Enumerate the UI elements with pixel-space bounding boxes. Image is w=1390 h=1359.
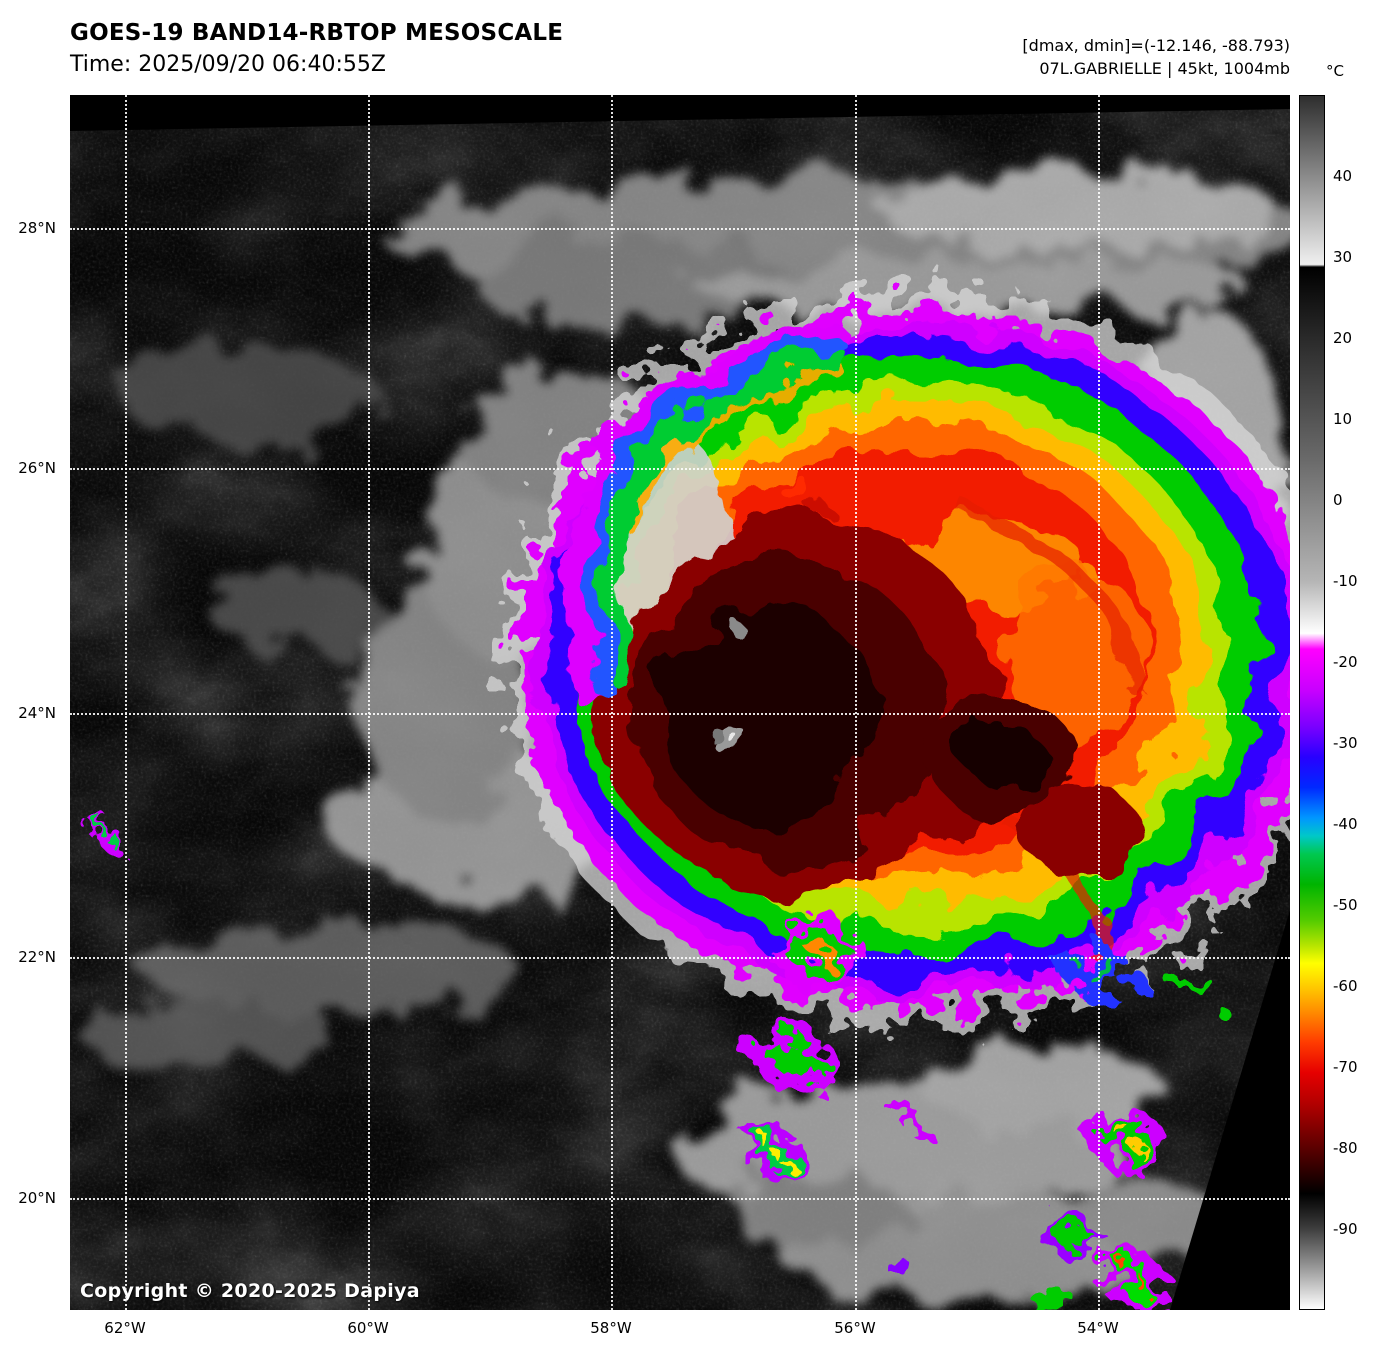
map-area: Copyright © 2020-2025 Dapiya [70,95,1290,1310]
colorbar-tick-label: 40 [1333,167,1353,186]
hurricane-shield [536,324,1290,994]
colorbar-tick-label: -10 [1333,572,1358,590]
longitude-gridline [368,95,371,1310]
colorbar-tick-label: -80 [1333,1139,1358,1158]
longitude-label: 62°W [104,1319,146,1337]
lat-axis: 28°N 26°N 24°N 22°N 20°N [0,95,62,1310]
temperature-colorbar [1299,95,1325,1310]
latitude-gridline [70,1197,1290,1200]
colorbar-tick-label: -90 [1333,1219,1358,1238]
longitude-label: 54°W [1077,1319,1119,1337]
latitude-label: 28°N [18,219,56,238]
latitude-label: 22°N [18,948,56,967]
timestamp: Time: 2025/09/20 06:40:55Z [70,52,386,77]
latitude-gridline [70,228,1290,231]
colorbar-tick-labels: 40 30 20 10 0 -10 -20 -30 -40 -50 -60 -70 -80 -90 [1333,95,1388,1310]
scan-edge-right [1170,910,1290,1310]
copyright-watermark: Copyright © 2020-2025 Dapiya [80,1280,420,1302]
latitude-label: 24°N [18,703,56,722]
longitude-label: 56°W [834,1319,876,1337]
satellite-image [70,95,1290,1310]
colorbar-tick-label: -40 [1333,815,1358,833]
longitude-gridline [1097,95,1100,1310]
storm-stats: [dmax, dmin]=(-12.146, -88.793) 07L.GABR… [1022,34,1290,80]
longitude-gridline [125,95,128,1310]
colorbar-tick-label: -60 [1333,976,1358,995]
colorbar-unit-label: °C [1326,62,1344,80]
colorbar-tick-label: 20 [1333,329,1353,347]
scan-edge-top [70,95,1290,131]
product-title: GOES-19 BAND14-RBTOP MESOSCALE [70,20,564,46]
latitude-label: 26°N [18,459,56,477]
colorbar-tick-label: -70 [1333,1058,1358,1076]
latitude-gridline [70,468,1290,470]
low-cloud-field [80,170,1290,1305]
latitude-gridline [70,712,1290,715]
longitude-gridline [854,95,857,1310]
longitude-label: 60°W [347,1319,389,1337]
latitude-label: 20°N [18,1188,56,1207]
colorbar-tick-label: 10 [1333,410,1353,429]
colorbar-tick-label: -30 [1333,733,1358,752]
lon-axis: 62°W 60°W 58°W 56°W 54°W [70,1319,1290,1341]
longitude-gridline [610,95,613,1310]
storm-identifier: 07L.GABRIELLE | 45kt, 1004mb [1039,59,1290,79]
colorbar-tick-label: 30 [1333,247,1353,266]
colorbar-tick-label: -50 [1333,896,1358,915]
colorbar-tick-label: -20 [1333,653,1358,672]
dmax-dmin-readout: [dmax, dmin]=(-12.146, -88.793) [1022,36,1290,55]
latitude-gridline [70,957,1290,960]
convective-fragments [96,816,1215,1310]
colorbar-tick-label: 0 [1333,490,1343,509]
longitude-label: 58°W [590,1319,632,1337]
